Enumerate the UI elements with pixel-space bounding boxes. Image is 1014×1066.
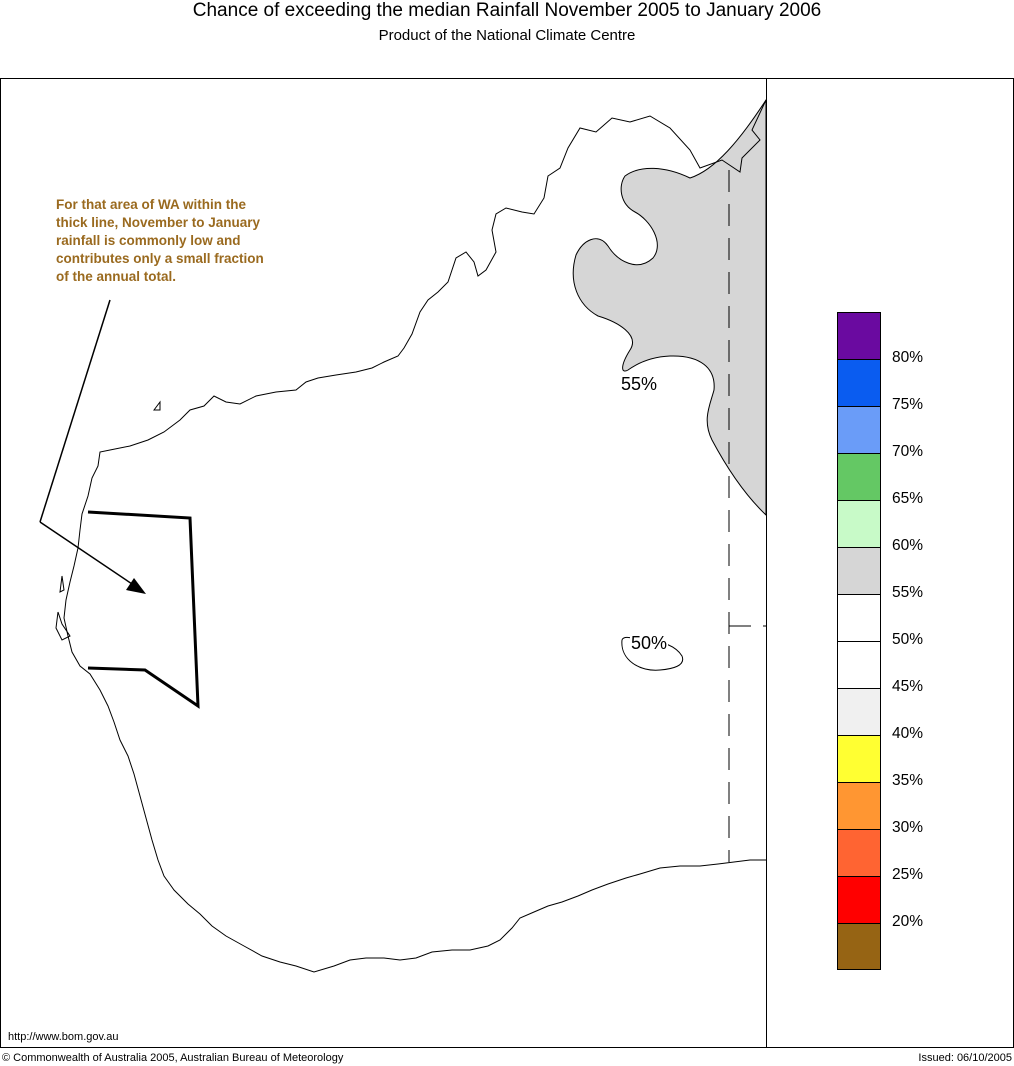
contour-label-55: 55% [620, 374, 659, 394]
legend-label: 70% [892, 443, 924, 460]
legend-swatch [837, 876, 881, 923]
legend-swatch [837, 641, 881, 688]
legend-divider [766, 78, 767, 1047]
legend-swatch [837, 782, 881, 829]
thick-boundary-line [87, 510, 200, 709]
legend-label: 45% [892, 678, 924, 695]
copyright-notice: © Commonwealth of Australia 2005, Austra… [2, 1052, 344, 1064]
legend-label: 60% [892, 537, 924, 554]
annotation-arrow-shaft [39, 521, 139, 589]
legend-label: 75% [892, 396, 924, 413]
legend-swatch [837, 500, 881, 547]
legend-label: 20% [892, 913, 924, 930]
legend-swatch [837, 923, 881, 970]
map-subtitle: Product of the National Climate Centre [378, 27, 636, 44]
island-1 [153, 400, 161, 411]
map-title: Chance of exceeding the median Rainfall … [192, 0, 822, 21]
island-3 [59, 575, 65, 593]
annotation-pointer-line [39, 299, 111, 523]
legend-label: 65% [892, 490, 924, 507]
legend-label: 30% [892, 819, 924, 836]
coastline [63, 99, 767, 973]
annotation-text: For that area of WA within the thick lin… [56, 197, 264, 284]
legend-label: 40% [892, 725, 924, 742]
issued-date: Issued: 06/10/2005 [918, 1052, 1012, 1064]
legend-swatch [837, 406, 881, 453]
legend-swatch [837, 453, 881, 500]
legend-label: 80% [892, 349, 924, 366]
legend-label: 55% [892, 584, 924, 601]
legend-label: 25% [892, 866, 924, 883]
shaded-region-55 [572, 98, 767, 517]
legend-swatch [837, 594, 881, 641]
legend-swatch [837, 688, 881, 735]
legend-label: 35% [892, 772, 924, 789]
legend-swatch [837, 829, 881, 876]
legend-swatch [837, 547, 881, 594]
arrow-head [126, 578, 146, 594]
island-2 [55, 611, 71, 641]
legend-label: 50% [892, 631, 924, 648]
legend-swatch [837, 735, 881, 782]
contour-label-50: 50% [630, 633, 669, 653]
source-url: http://www.bom.gov.au [8, 1031, 119, 1043]
legend-swatch [837, 359, 881, 406]
legend-swatch [837, 312, 881, 359]
